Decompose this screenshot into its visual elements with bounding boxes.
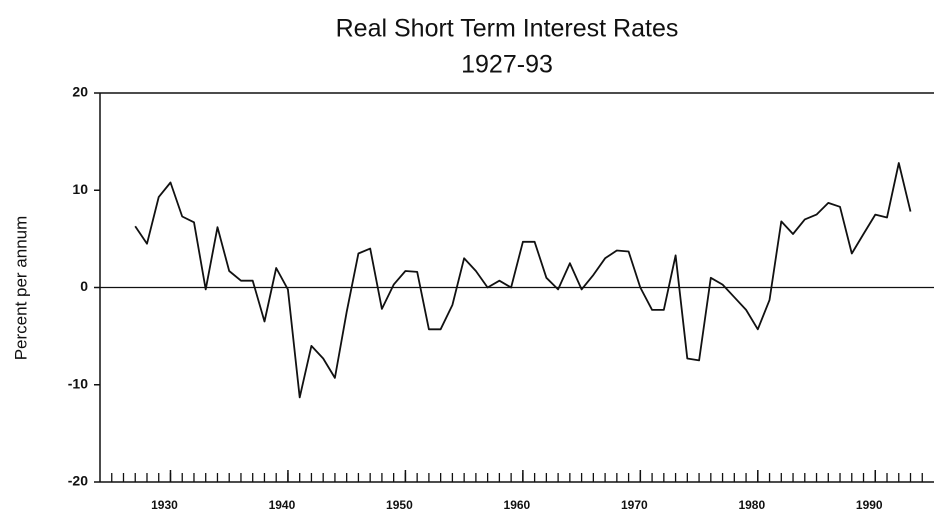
chart-title: Real Short Term Interest Rates <box>336 15 679 43</box>
y-tick-label: 0 <box>80 278 88 294</box>
x-tick-label: 1960 <box>504 498 531 512</box>
x-tick-label: 1940 <box>269 498 296 512</box>
y-tick-label: -10 <box>68 375 88 391</box>
x-tick-label: 1980 <box>738 498 765 512</box>
chart-subtitle: 1927-93 <box>461 51 553 79</box>
x-tick-label: 1950 <box>386 498 413 512</box>
y-tick-label: -20 <box>68 473 88 489</box>
x-tick-label: 1990 <box>856 498 883 512</box>
y-tick-label: 10 <box>72 181 88 197</box>
data-line <box>134 162 912 399</box>
y-tick-label: 20 <box>72 84 88 100</box>
y-axis-label: Percent per annum <box>11 216 30 361</box>
x-tick-label: 1970 <box>621 498 648 512</box>
x-tick-label: 1930 <box>151 498 178 512</box>
